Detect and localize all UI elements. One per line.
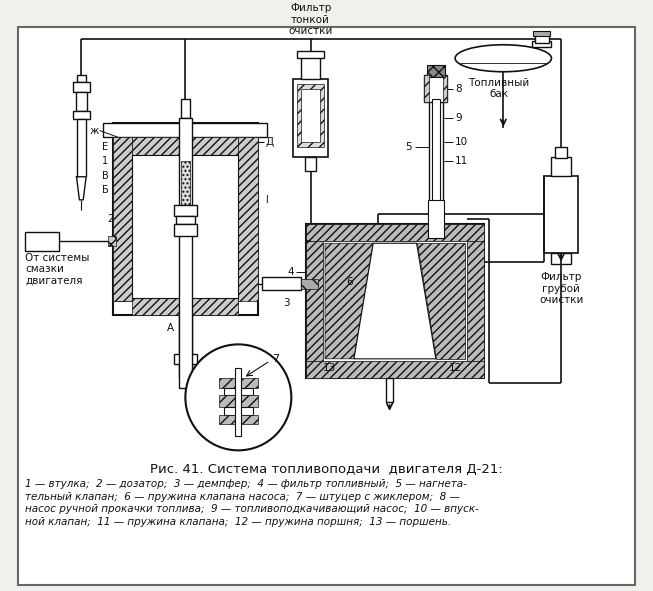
Bar [174,204,197,216]
Text: Фильтр
грубой
очистки: Фильтр грубой очистки [539,272,583,306]
Text: 3: 3 [283,298,290,308]
Text: 10: 10 [455,137,468,147]
Text: насос ручной прокачки топлива;  9 — топливоподкачивающий насос;  10 — впуск-: насос ручной прокачки топлива; 9 — топли… [25,504,479,514]
Bar [424,74,447,102]
Bar [306,361,484,378]
Bar [533,31,550,36]
Ellipse shape [455,45,551,72]
Bar [72,82,90,92]
Text: 12: 12 [449,363,462,374]
Bar [427,65,445,77]
Bar [306,241,323,361]
Bar [72,111,90,119]
Text: 5: 5 [405,142,412,152]
Text: Рис. 41. Система топливоподачи  двигателя Д-21:: Рис. 41. Система топливоподачи двигателя… [150,463,502,476]
Bar [179,363,192,378]
Text: А: А [167,323,174,333]
Bar [386,378,394,402]
Bar [179,118,192,388]
Bar [133,137,238,155]
Text: Е: Е [102,142,108,152]
Bar [76,92,87,111]
Text: Д: Д [265,137,274,147]
Text: 7: 7 [272,354,279,364]
Bar [305,157,317,171]
Bar [467,241,484,361]
Bar [113,137,133,301]
Text: 8: 8 [455,84,462,94]
Bar [263,277,301,290]
Text: 2: 2 [107,214,113,224]
Bar [532,41,551,47]
Text: Топливный
бак: Топливный бак [468,77,529,99]
Polygon shape [76,177,86,200]
Bar [306,224,484,378]
Bar [432,99,439,224]
Polygon shape [325,243,374,359]
Bar [428,200,443,238]
Text: 4: 4 [287,267,295,277]
Bar [25,232,59,251]
Bar [180,99,190,118]
Text: тельный клапан;  6 — пружина клапана насоса;  7 — штуцер с жиклером;  8 —: тельный клапан; 6 — пружина клапана насо… [25,492,460,502]
Text: ной клапан;  11 — пружина клапана;  12 — пружина поршня;  13 — поршень.: ной клапан; 11 — пружина клапана; 12 — п… [25,517,452,527]
Bar [133,155,238,298]
Bar [297,51,324,59]
Bar [297,85,324,147]
Bar [301,56,320,79]
Text: 11: 11 [455,157,468,166]
Bar [555,147,567,158]
Text: 6: 6 [346,277,353,287]
Text: Б: Б [102,185,108,195]
Bar [219,378,258,388]
Bar [323,241,467,361]
Bar [238,137,258,301]
Bar [133,298,238,316]
Circle shape [185,345,291,450]
Text: 1 — втулка;  2 — дозатор;  3 — демпфер;  4 — фильтр топливный;  5 — нагнета-: 1 — втулка; 2 — дозатор; 3 — демпфер; 4 … [25,479,468,489]
Text: 13: 13 [323,363,336,374]
Bar [76,74,86,82]
Bar [174,224,197,236]
Bar [306,224,484,241]
Text: 1: 1 [102,157,108,166]
Text: Фильтр
тонкой
очистки: Фильтр тонкой очистки [289,3,333,36]
Text: От системы
смазки
двигателя: От системы смазки двигателя [25,253,90,286]
Text: 9: 9 [455,113,462,123]
Bar [301,279,318,288]
Bar [113,137,133,301]
Bar [551,253,571,264]
Bar [551,157,571,176]
Bar [176,216,195,224]
Bar [224,407,253,415]
Text: l: l [265,195,268,205]
Bar [179,316,192,354]
Bar [293,79,328,157]
Bar [443,74,447,102]
Bar [219,395,258,407]
Polygon shape [417,243,465,359]
Bar [224,388,253,395]
Bar [180,161,190,209]
Bar [544,176,579,253]
Text: ж: ж [89,125,99,135]
Bar [535,35,549,43]
Bar [174,354,197,363]
Bar [301,89,320,142]
Text: В: В [102,171,108,181]
Polygon shape [354,243,436,359]
Bar [424,74,429,102]
Bar [429,99,443,204]
Bar [103,123,267,137]
Bar [76,119,86,177]
Bar [219,415,258,424]
Bar [236,368,241,436]
Bar [113,123,258,316]
Bar [108,236,116,246]
